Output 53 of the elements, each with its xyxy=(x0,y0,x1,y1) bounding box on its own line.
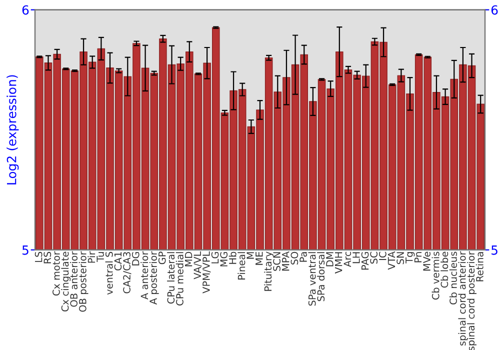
x-tick-label: ventral S xyxy=(105,252,113,295)
x-tick-label: SN xyxy=(396,252,404,264)
x-tick-label: LS xyxy=(34,252,42,262)
x-tick-label: Pituitary xyxy=(264,252,274,291)
x-tick-label: Arc xyxy=(344,252,352,267)
x-tick-label: MPA xyxy=(282,251,290,271)
x-tick-label: LH xyxy=(352,252,360,264)
x-tick-label: Hb xyxy=(228,252,236,264)
x-tick-label: OB posterior xyxy=(78,251,88,312)
x-tick-label: SPa dorsal xyxy=(317,252,325,302)
x-tick-label: CPu medial xyxy=(176,252,184,306)
x-tick-label: Tu xyxy=(96,252,104,262)
x-tick-label: VA/VL xyxy=(194,251,202,280)
x-tick-label: Retina xyxy=(476,252,484,282)
x-tick-label: OB anterior xyxy=(70,251,78,307)
x-tick-label: Cx cingulate xyxy=(61,252,71,312)
x-tick-label: Pir xyxy=(88,251,96,263)
x-tick-label: spinal cord anterior xyxy=(458,251,468,346)
x-tick-label: SC xyxy=(370,252,378,264)
x-tick-label: Cb lobe xyxy=(440,252,448,288)
x-tick-label: A posterior xyxy=(149,251,159,305)
x-tick-label: CA2/CA3 xyxy=(123,252,132,294)
x-tick-label: Pineal xyxy=(238,252,246,280)
x-tick-label: LG xyxy=(211,252,219,264)
x-tick-label: Pa xyxy=(300,252,307,262)
x-tick-label: PAG xyxy=(361,252,369,270)
x-tick-label: SPa ventral xyxy=(308,252,316,306)
x-tick-label: VPM/VPL xyxy=(202,251,211,294)
x-tick-label: VMH xyxy=(335,252,342,274)
x-tick-label: Tg xyxy=(406,252,415,264)
x-tick-label: CA1 xyxy=(114,252,122,270)
x-tick-label: MVe xyxy=(423,252,430,271)
x-tick-label: SCN xyxy=(273,252,280,271)
y2-tick-label: 6 xyxy=(491,5,498,15)
x-tick-label: Cb vermis xyxy=(432,252,440,300)
x-tick-label: MG xyxy=(220,252,228,266)
x-tick-label: DG xyxy=(132,252,140,266)
x-tick-label: Cb nucleus xyxy=(449,252,457,304)
x-tick-label: A anterior xyxy=(140,251,148,300)
x-tick-label: DM xyxy=(326,252,334,266)
x-tick-label: Pn xyxy=(414,252,422,262)
x-tick-label: Cx motor xyxy=(52,251,60,296)
x-tick-label: MD xyxy=(185,252,192,266)
x-tick-label: ME xyxy=(256,252,263,265)
x-tick-label: IC xyxy=(378,252,386,260)
x-tick-label: VTA xyxy=(388,251,396,270)
x-tick-label: GP xyxy=(158,252,166,264)
x-tick-label: SO xyxy=(290,252,298,264)
y2-tick-label: 5 xyxy=(492,246,498,255)
x-tick-label: CPu lateral xyxy=(167,252,175,304)
x-tick-label: M xyxy=(246,252,254,259)
x-tick-label: RS xyxy=(44,252,52,264)
y-axis-title: Log2 (expression) xyxy=(6,75,19,184)
